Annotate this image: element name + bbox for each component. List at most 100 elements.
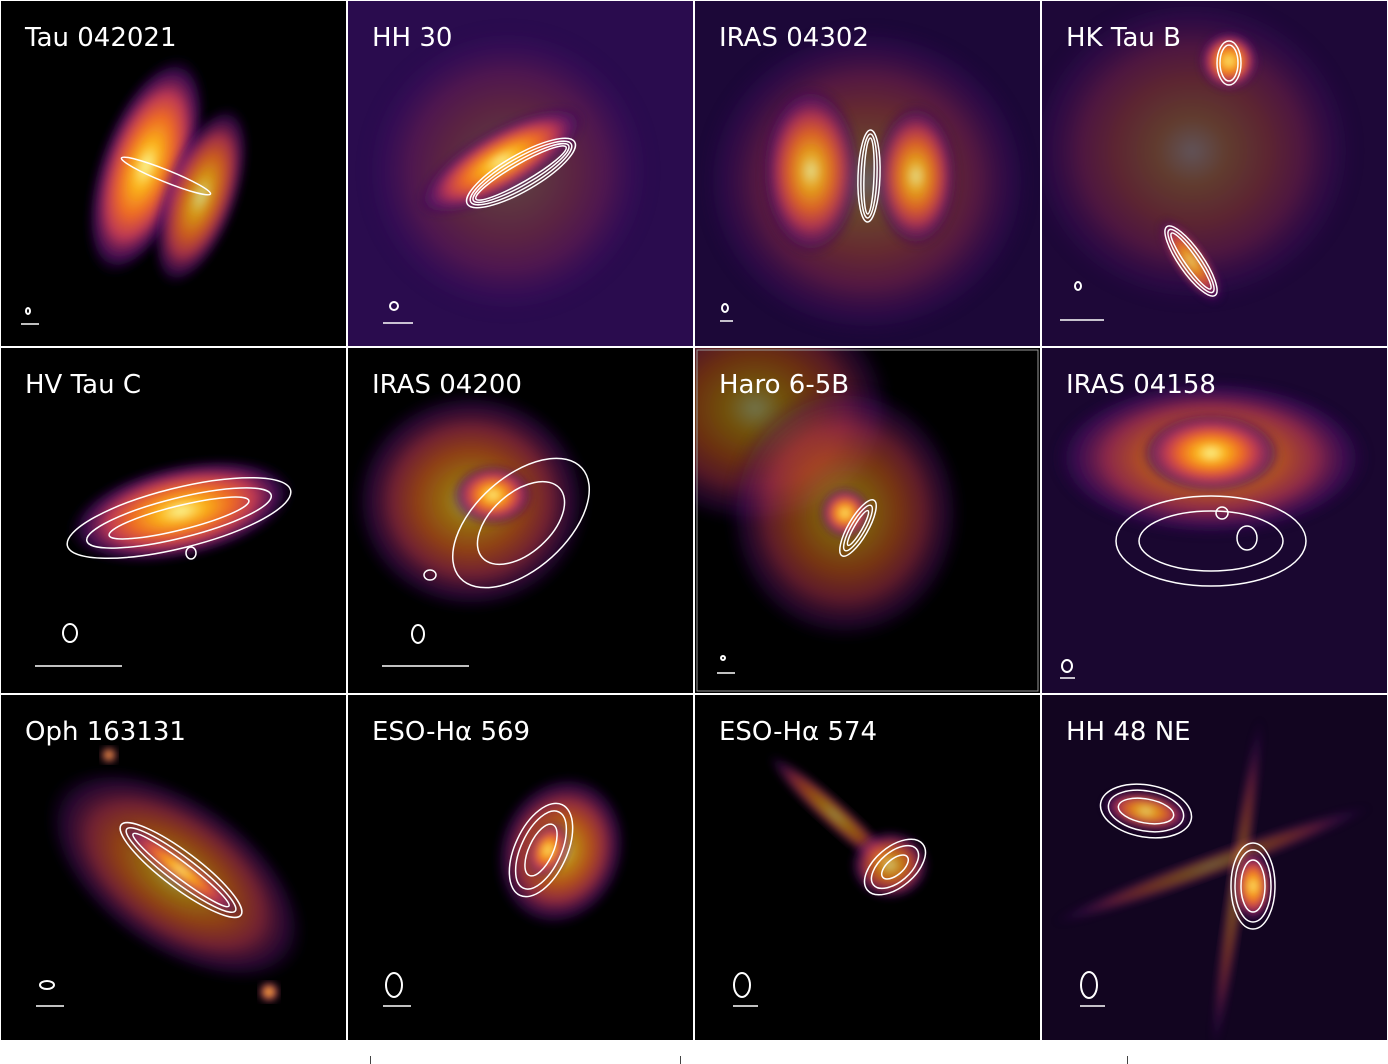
axis-tick [680,1056,681,1064]
panel-image [358,21,658,324]
emission-blob [874,104,958,248]
contour-line [1215,506,1229,520]
contour-line [508,802,574,898]
contour-line [870,844,920,890]
emission-blob [1233,851,1273,921]
panel-label: HV Tau C [25,370,142,400]
contour-line [860,133,878,219]
beam-ellipse [1061,659,1073,673]
beam-ellipse [1074,281,1082,291]
emission-blob [697,21,1037,341]
panel-label: HK Tau B [1066,23,1181,53]
contour-line [132,832,230,908]
beam-ellipse [39,980,55,990]
contour-line [451,457,591,589]
contour-line [1219,44,1239,82]
contour-line [1117,797,1175,825]
beam-ellipse [62,623,78,643]
panel-image [697,21,1037,341]
beam-ellipse [721,303,729,313]
panel-image [1052,716,1372,1040]
image-grid: Tau 042021 HH 30 IRAS 04302 HK Tau B HV … [0,0,1388,1041]
panel-hv-tau-c: HV Tau C [1,348,346,693]
panel-label: Oph 163131 [25,717,186,747]
panel-frame [696,349,1039,692]
contour-line [846,509,870,547]
panel-hk-tau-b: HK Tau B [1042,1,1387,346]
emission-blob [152,105,250,287]
beam-ellipse [389,301,399,311]
emission-blob [761,86,861,256]
emission-blob [1042,1,1362,311]
panel-label: Haro 6-5B [719,370,850,400]
panel-image [21,56,250,325]
contour-line [185,546,197,560]
contour-line [423,569,437,581]
panel-image [733,753,930,1007]
emission-blob [1052,805,1372,925]
emission-blob [820,488,870,538]
panel-haro-6-5b: Haro 6-5B [695,348,1040,693]
panel-image [383,774,628,1007]
panel-label: ESO-Hα 574 [719,717,878,747]
emission-blob [86,56,206,276]
contour-line [857,129,881,223]
contour-line [465,137,577,209]
beam-ellipse [733,972,751,998]
panel-label: IRAS 04158 [1066,370,1216,400]
panel-iras-04302: IRAS 04302 [695,1,1040,346]
contour-line [842,504,874,552]
emission-blob [1101,789,1191,833]
contour-line [85,487,273,549]
panel-iras-04158: IRAS 04158 [1042,348,1387,693]
beam-ellipse [25,307,31,315]
contour-line [514,810,568,890]
emission-blob [525,821,571,879]
contour-line [474,145,568,201]
contour-line [125,827,237,913]
panel-oph-163131: Oph 163131 [1,695,346,1040]
contour-line [524,823,558,877]
panel-label: ESO-Hα 569 [372,717,531,747]
contour-line [1115,495,1307,587]
panel-label: Tau 042021 [25,23,177,53]
panel-eso-h-569: ESO-Hα 569 [348,695,693,1040]
contour-line [839,499,877,557]
contour-line [476,480,566,566]
contour-line [472,142,570,204]
emission-blob [1199,31,1259,91]
contour-line [863,838,927,896]
contour-line [863,137,875,215]
panel-iras-04200: IRAS 04200 [348,348,693,693]
panel-tau-042021: Tau 042021 [1,1,346,346]
panel-image [36,747,308,1007]
contour-line [1107,789,1185,833]
contour-line [1167,228,1215,294]
contour-line [66,476,292,560]
panel-label: IRAS 04302 [719,23,869,53]
contour-line [1099,783,1193,839]
emission-blob [1159,219,1223,303]
emission-blob [417,106,585,216]
contour-line [120,156,212,196]
emission-blob [453,465,533,525]
contour-line [1138,510,1284,572]
contour-line [108,496,250,540]
panel-label: HH 48 NE [1066,717,1191,747]
panel-hh-30: HH 30 [348,1,693,346]
emission-blob [259,982,279,1002]
emission-blob [120,823,242,917]
emission-blob [68,458,294,564]
beam-ellipse [385,972,403,998]
emission-blob [1141,413,1281,493]
contour-line [1236,525,1258,551]
panel-eso-h-574: ESO-Hα 574 [695,695,1040,1040]
contour-line [1230,842,1276,930]
panel-label: HH 30 [372,23,453,53]
contour-line [880,854,910,880]
beam-ellipse [720,655,726,661]
panel-label: IRAS 04200 [372,370,522,400]
contour-line [119,821,243,919]
axis-tick [370,1056,371,1064]
panel-image [1051,378,1371,679]
